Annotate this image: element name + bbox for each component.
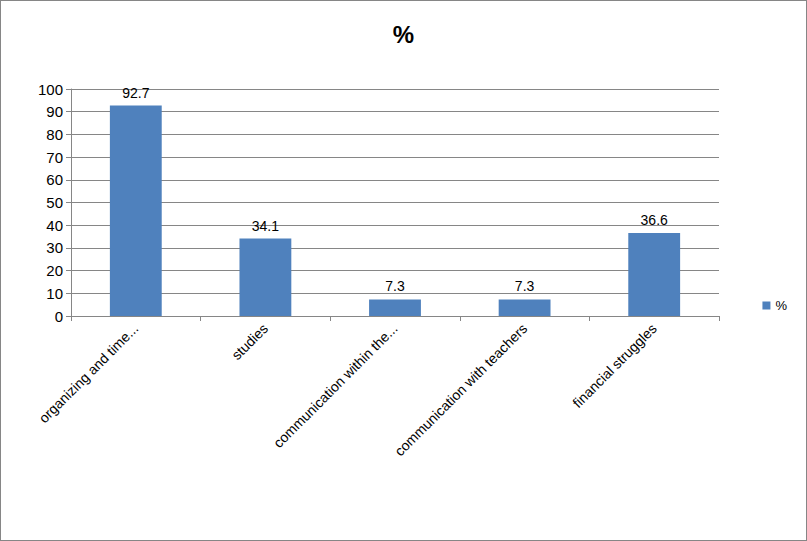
svg-text:40: 40 [46,217,63,234]
svg-text:%: % [775,298,787,313]
svg-text:7.3: 7.3 [385,278,405,294]
svg-text:0: 0 [55,308,63,325]
svg-text:7.3: 7.3 [515,278,535,294]
svg-text:20: 20 [46,262,63,279]
svg-text:80: 80 [46,126,63,143]
svg-text:10: 10 [46,285,63,302]
svg-text:50: 50 [46,194,63,211]
svg-text:92.7: 92.7 [122,85,149,101]
svg-text:100: 100 [38,81,63,98]
svg-text:studies: studies [228,320,271,363]
svg-text:60: 60 [46,171,63,188]
svg-text:30: 30 [46,239,63,256]
svg-text:communication within the...: communication within the... [270,320,401,451]
svg-text:%: % [393,21,414,48]
svg-text:70: 70 [46,149,63,166]
svg-text:financial struggles: financial struggles [569,320,659,410]
svg-text:34.1: 34.1 [252,218,279,234]
svg-text:36.6: 36.6 [641,212,668,228]
svg-text:90: 90 [46,103,63,120]
svg-text:organizing and time...: organizing and time... [36,320,142,426]
svg-text:communication with teachers: communication with teachers [391,320,530,459]
